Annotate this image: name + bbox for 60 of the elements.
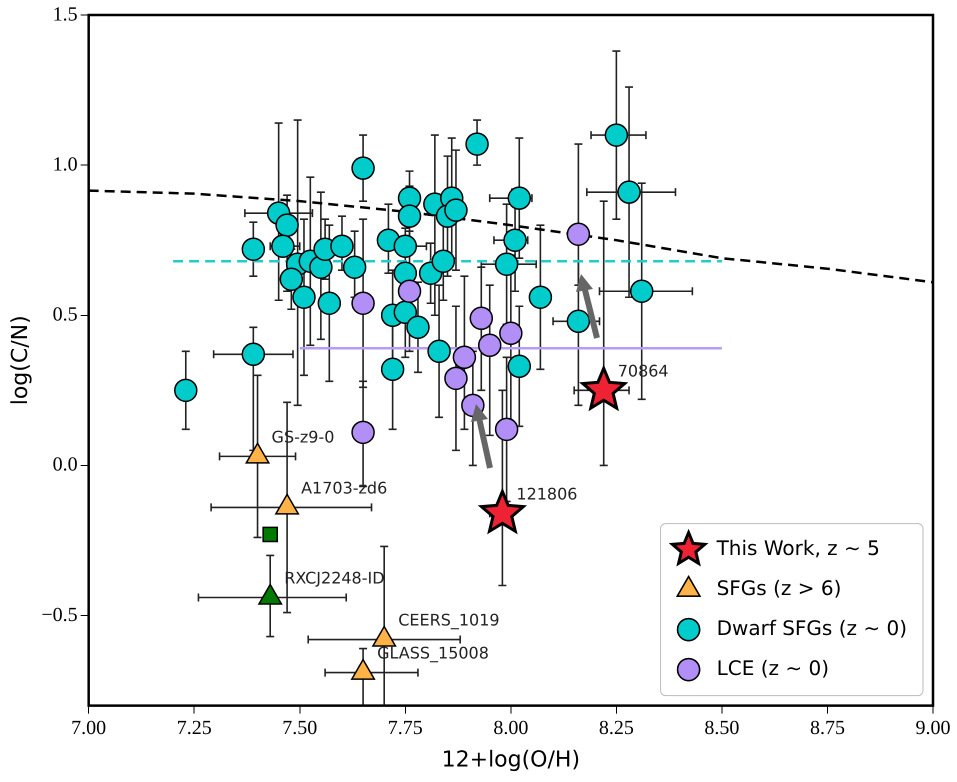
x-tick-label: 7.25 [176, 716, 212, 739]
x-tick-label: 8.50 [704, 716, 740, 739]
point [330, 234, 354, 258]
point [275, 213, 299, 237]
point [478, 334, 502, 358]
x-tick-label: 7.50 [282, 716, 318, 739]
legend-label: Dwarf SFGs (z ∼ 0) [716, 616, 908, 640]
point [427, 340, 451, 364]
point [406, 316, 430, 340]
point [351, 156, 375, 180]
point [470, 306, 494, 330]
point [617, 180, 641, 204]
point [318, 292, 342, 315]
point [351, 420, 375, 444]
point [292, 285, 316, 309]
point [398, 204, 422, 228]
point [630, 279, 654, 303]
point [432, 249, 456, 273]
point [242, 237, 266, 261]
x-tick-label: 8.00 [493, 716, 528, 739]
y-tick-label: 1.5 [52, 3, 78, 26]
point [452, 346, 476, 370]
legend-label: LCE (z ∼ 0) [716, 656, 829, 680]
point [398, 279, 422, 303]
annotation: 121806 [516, 484, 578, 504]
point [242, 342, 266, 366]
x-tick-label: 8.25 [598, 716, 634, 739]
point [465, 132, 489, 156]
x-tick-label: 7.75 [388, 716, 423, 739]
point [394, 234, 418, 258]
x-axis-title: 12+log(O/H) [442, 748, 580, 773]
point [174, 378, 198, 402]
point [566, 310, 590, 334]
point [604, 123, 628, 147]
point [566, 222, 590, 246]
y-tick-label: 1.0 [52, 153, 78, 176]
x-tick-label: 7.00 [71, 716, 106, 739]
point [494, 418, 518, 442]
y-tick-label: 0.5 [52, 304, 78, 326]
point [508, 186, 532, 210]
point [342, 255, 366, 279]
y-tick-label: 0.0 [52, 454, 78, 476]
point [444, 366, 468, 390]
point [271, 234, 295, 258]
point [380, 358, 404, 382]
point [528, 285, 552, 309]
point [280, 267, 304, 291]
point [503, 228, 527, 252]
y-axis-title: log(C/N) [8, 315, 33, 406]
point [262, 526, 278, 542]
annotation: A1703-zd6 [301, 478, 388, 498]
legend-label: This Work, z ∼ 5 [716, 536, 880, 560]
legend-label: SFGs (z > 6) [716, 576, 842, 600]
y-tick-label: −0.5 [41, 604, 78, 626]
x-tick-label: 9.00 [916, 716, 950, 739]
point [444, 198, 468, 222]
annotation: CEERS_1019 [398, 610, 500, 630]
point [351, 292, 375, 315]
x-tick-label: 8.75 [810, 716, 845, 739]
point [394, 300, 418, 324]
